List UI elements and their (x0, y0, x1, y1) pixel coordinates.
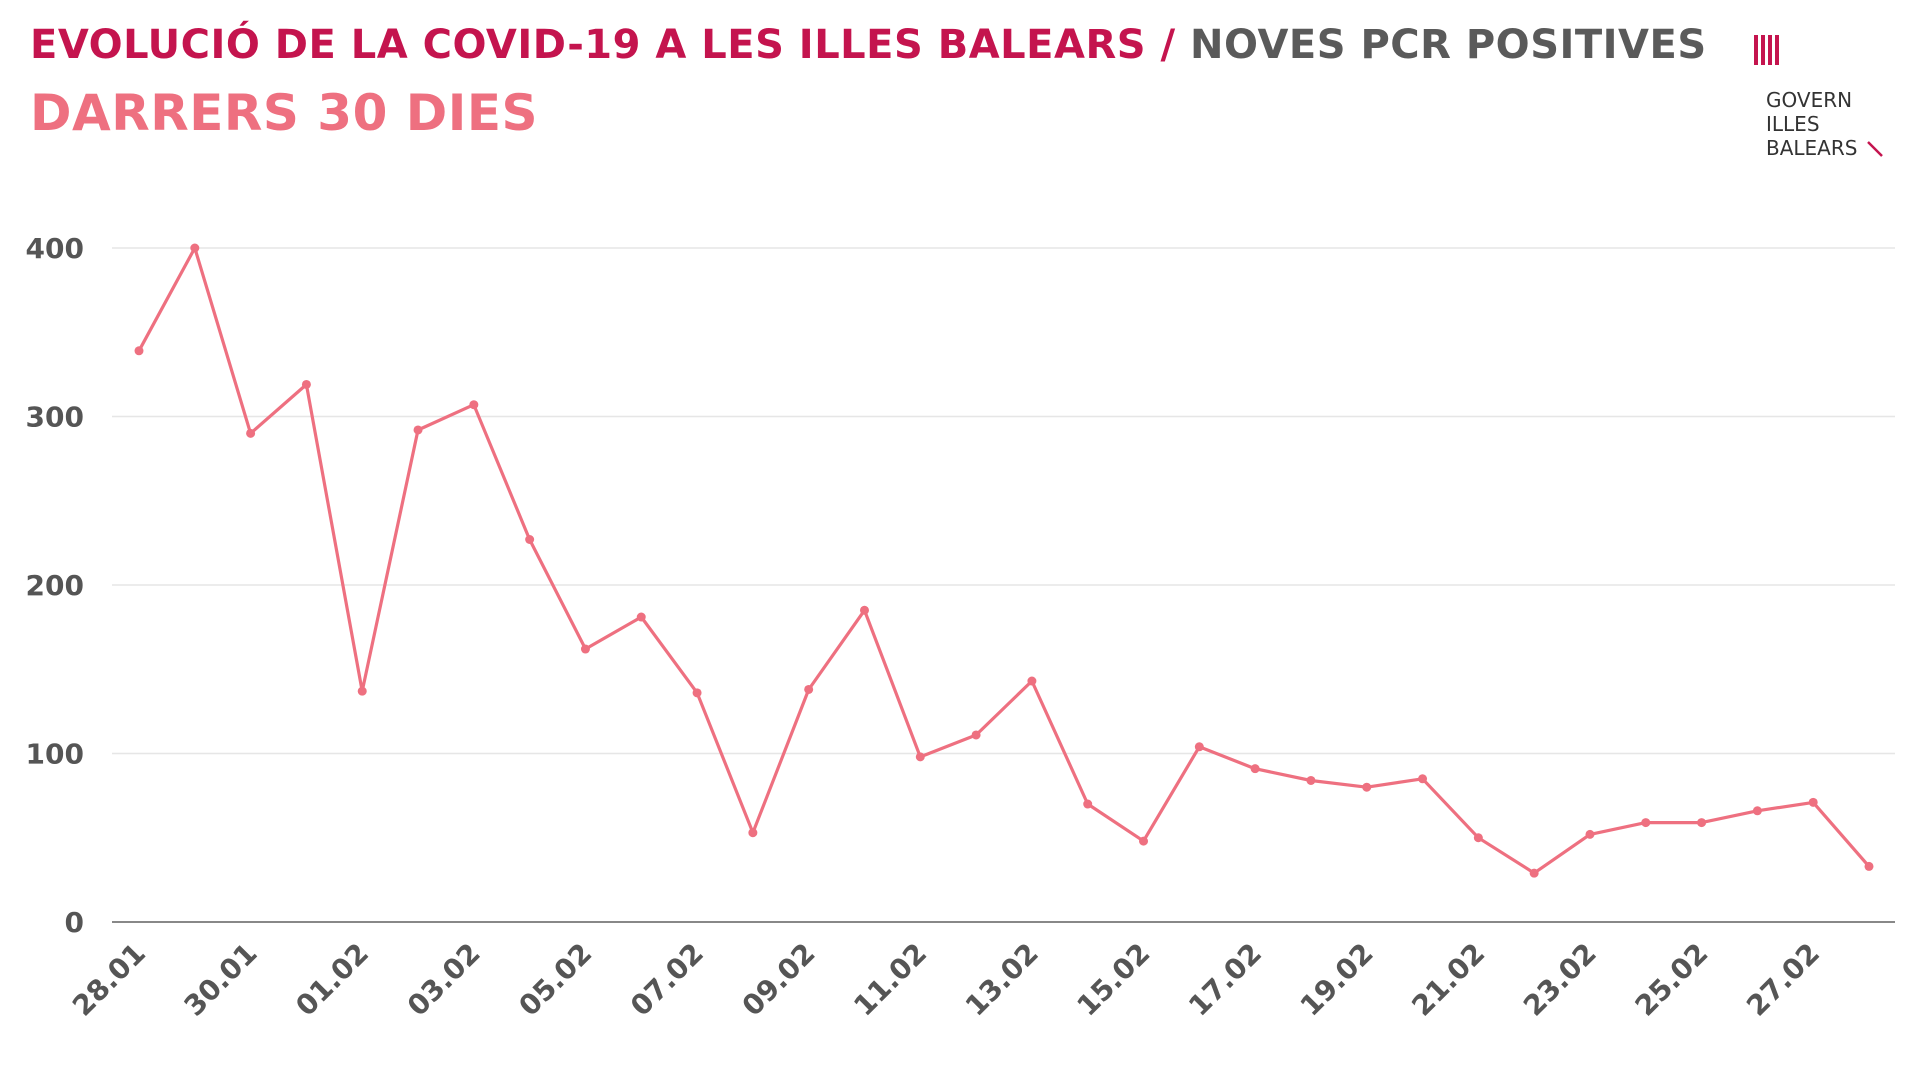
logo-line-2: ILLES (1766, 112, 1820, 136)
data-point-13.02 (1027, 676, 1037, 686)
x-tick-label: 01.02 (289, 937, 375, 1023)
data-point-07.02 (692, 688, 702, 698)
x-tick-label: 15.02 (1070, 937, 1156, 1023)
chart-subtitle: DARRERS 30 DIES (30, 84, 539, 142)
data-point-17.02 (1250, 764, 1260, 774)
x-tick-label: 21.02 (1405, 937, 1491, 1023)
data-point-08.02 (748, 828, 758, 838)
data-point-05.02 (580, 644, 590, 654)
x-tick-label: 19.02 (1294, 937, 1380, 1023)
data-point-30.01 (246, 428, 256, 438)
x-tick-label: 25.02 (1629, 937, 1715, 1023)
data-point-15.02 (1139, 836, 1149, 846)
title-sub: NOVES PCR POSITIVES (1190, 22, 1707, 68)
data-point-06.02 (636, 612, 646, 622)
data-point-25.02 (1697, 818, 1707, 828)
title-main: EVOLUCIÓ DE LA COVID-19 A LES ILLES BALE… (30, 22, 1147, 68)
x-tick-label: 07.02 (624, 937, 710, 1023)
x-tick-label: 13.02 (959, 937, 1045, 1023)
logo-wordmark: GOVERN ILLES BALEARS (1766, 88, 1857, 160)
logo-line-3: BALEARS (1766, 136, 1858, 160)
data-point-04.02 (525, 535, 535, 545)
x-tick-label: 17.02 (1182, 937, 1268, 1023)
x-tick-label: 09.02 (736, 937, 822, 1023)
x-tick-label: 03.02 (401, 937, 487, 1023)
data-point-21.02 (1473, 833, 1483, 843)
y-tick-label: 100 (26, 738, 84, 771)
x-tick-label: 30.01 (178, 937, 264, 1023)
data-point-09.02 (804, 684, 814, 694)
series-line-0 (137, 246, 1871, 875)
data-point-11.02 (915, 752, 925, 762)
y-tick-label: 400 (26, 232, 84, 265)
data-point-01.02 (357, 686, 367, 696)
govern-illes-balears-emblem-icon (1754, 35, 1779, 65)
data-point-10.02 (859, 605, 869, 615)
y-tick-labels: 0 100 200 300 400 (26, 232, 84, 939)
data-point-02.02 (413, 425, 423, 435)
x-tick-label: 28.01 (66, 937, 152, 1023)
data-point-16.02 (1194, 742, 1204, 752)
logo-accent-icon (1867, 141, 1883, 157)
logo-line-1: GOVERN (1766, 88, 1853, 112)
data-point-28.01 (134, 346, 144, 356)
grid-layer (112, 247, 1895, 755)
data-point-14.02 (1083, 799, 1093, 809)
chart-title: EVOLUCIÓ DE LA COVID-19 A LES ILLES BALE… (30, 22, 1707, 68)
data-point-26.02 (1752, 806, 1762, 816)
data-point-23.02 (1585, 829, 1595, 839)
y-tick-label: 200 (26, 569, 84, 602)
data-point-18.02 (1306, 775, 1316, 785)
data-point-27.02 (1808, 797, 1818, 807)
series-layer (134, 243, 1874, 878)
data-point-03.02 (469, 400, 479, 410)
data-point-22.02 (1529, 868, 1539, 878)
data-point-20.02 (1418, 774, 1428, 784)
title-separator: / (1160, 22, 1176, 68)
x-tick-label: 11.02 (847, 937, 933, 1023)
data-point-24.02 (1641, 818, 1651, 828)
data-point-19.02 (1362, 782, 1372, 792)
data-point-29.01 (190, 243, 200, 253)
x-tick-labels: 28.01 30.01 01.02 03.02 05.02 07.02 09.02 11.02… (66, 937, 1826, 1023)
data-point-31.01 (301, 379, 311, 389)
y-tick-label: 0 (65, 906, 84, 939)
y-tick-label: 300 (26, 401, 84, 434)
data-point-28.02 (1864, 861, 1874, 871)
x-tick-label: 27.02 (1740, 937, 1826, 1023)
x-tick-label: 05.02 (512, 937, 598, 1023)
data-point-12.02 (971, 730, 981, 740)
x-tick-label: 23.02 (1517, 937, 1603, 1023)
